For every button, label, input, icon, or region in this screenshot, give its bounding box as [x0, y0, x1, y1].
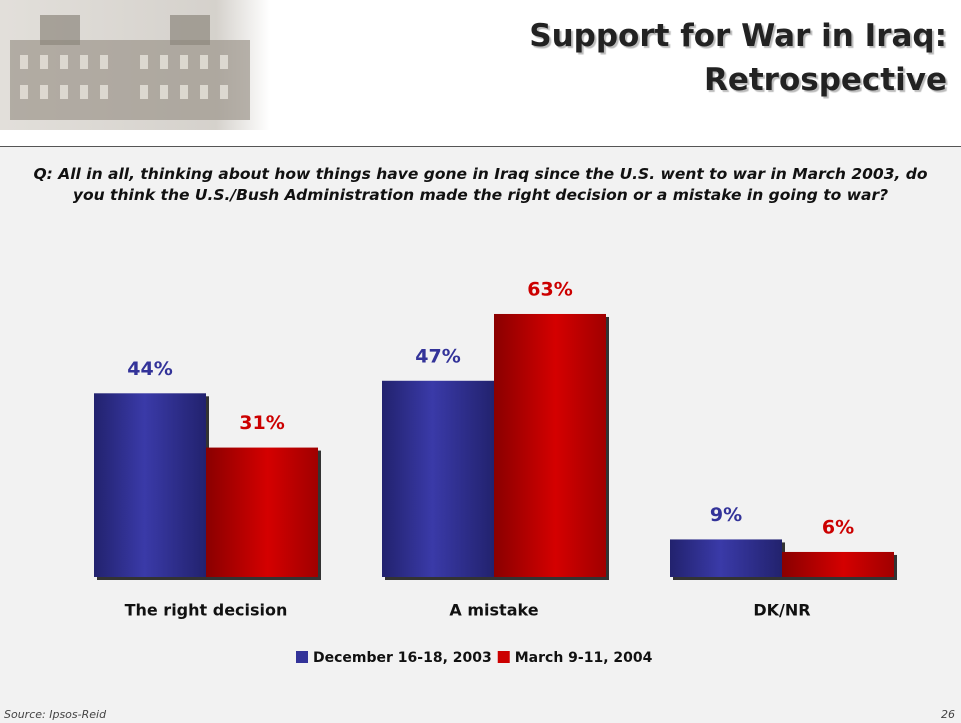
x-tick-label: DK/NR — [753, 601, 810, 620]
page-number: 26 — [941, 708, 955, 721]
data-label: 63% — [527, 278, 572, 300]
bar — [494, 313, 606, 577]
chart-title: Retrospective — [703, 62, 947, 98]
header: Support for War in Iraq: Retrospective — [0, 0, 961, 147]
data-label: 44% — [127, 358, 172, 380]
source: Source: Ipsos-Reid — [4, 708, 107, 721]
data-label: 31% — [239, 412, 284, 434]
data-label: 6% — [822, 516, 854, 538]
chart-title: Support for War in Iraq: — [529, 18, 947, 54]
x-tick-label: The right decision — [125, 601, 288, 620]
chart: The right decision 44% 31% A mistake 47% 63% D… — [94, 278, 897, 666]
bar — [94, 393, 206, 577]
x-tick-label: A mistake — [449, 601, 538, 620]
bar — [382, 380, 494, 577]
legend-label: December 16-18, 2003 — [313, 650, 492, 666]
bar — [670, 539, 782, 577]
legend-swatch — [497, 651, 510, 663]
bar — [782, 551, 894, 577]
data-label: 47% — [415, 345, 460, 367]
bar — [206, 447, 318, 577]
legend-swatch — [296, 651, 308, 663]
header-photo — [0, 0, 270, 130]
data-label: 9% — [710, 504, 742, 526]
question: Q: All in all, thinking about how things… — [33, 165, 928, 204]
legend-label: March 9-11, 2004 — [515, 650, 653, 666]
